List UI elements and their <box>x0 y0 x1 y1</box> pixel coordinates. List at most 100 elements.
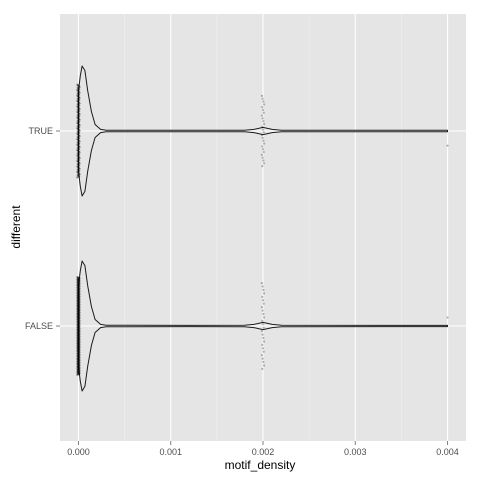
data-point <box>78 357 81 360</box>
data-point <box>261 97 264 100</box>
data-point <box>77 312 80 315</box>
data-point <box>77 169 80 172</box>
data-point <box>77 349 80 352</box>
data-point <box>76 170 79 173</box>
data-point <box>76 294 79 297</box>
data-point <box>76 89 79 92</box>
data-point <box>76 168 79 171</box>
data-point <box>77 348 80 351</box>
data-point <box>77 101 80 104</box>
data-point <box>76 154 79 157</box>
y-tick-label: TRUE <box>29 126 54 136</box>
data-point <box>77 354 80 357</box>
data-point <box>78 341 81 344</box>
data-point <box>77 295 80 298</box>
data-point <box>76 360 79 363</box>
violin-false <box>78 260 448 392</box>
data-point <box>76 146 79 149</box>
x-tick-label: 0.004 <box>436 447 459 457</box>
data-point <box>76 359 79 362</box>
data-point <box>262 131 265 134</box>
data-point <box>77 106 80 109</box>
data-point <box>261 125 264 128</box>
data-point <box>78 102 81 105</box>
data-point <box>77 311 80 314</box>
data-point <box>77 326 80 329</box>
data-point <box>76 323 79 326</box>
data-point <box>77 305 80 308</box>
data-point <box>78 320 81 323</box>
data-point <box>77 350 80 353</box>
data-point <box>78 319 81 322</box>
data-point <box>262 350 265 353</box>
data-point <box>77 120 80 123</box>
data-point <box>76 355 79 358</box>
data-point <box>76 325 79 328</box>
data-point <box>77 276 80 280</box>
data-point <box>77 284 80 288</box>
data-point <box>76 305 79 308</box>
data-point <box>77 96 80 99</box>
data-point <box>76 296 79 299</box>
data-point <box>262 150 265 154</box>
data-point <box>78 277 81 280</box>
data-point <box>78 362 81 365</box>
data-point <box>77 128 80 131</box>
data-point <box>76 281 79 284</box>
data-point <box>76 351 79 354</box>
data-point <box>77 292 80 295</box>
data-point <box>77 166 80 169</box>
data-point <box>77 160 80 163</box>
data-point <box>78 344 81 347</box>
data-point <box>77 158 80 161</box>
data-point <box>77 325 80 328</box>
x-tick-label: 0.002 <box>252 447 275 457</box>
data-point <box>260 94 264 97</box>
data-point <box>77 369 80 372</box>
data-point <box>77 89 80 93</box>
data-point <box>76 313 79 316</box>
data-point <box>76 113 79 117</box>
data-point <box>77 123 80 126</box>
data-point <box>261 367 264 370</box>
data-point <box>261 145 264 148</box>
data-point <box>76 306 79 309</box>
data-point <box>77 303 80 306</box>
data-point <box>76 94 79 97</box>
data-point <box>262 103 266 106</box>
y-axis-title: different <box>9 205 23 249</box>
data-point <box>78 358 81 362</box>
data-point <box>78 120 81 124</box>
data-point <box>77 366 80 369</box>
data-point <box>78 167 81 170</box>
data-point <box>76 354 79 357</box>
data-point <box>76 277 79 280</box>
data-point <box>78 88 81 91</box>
data-point <box>77 342 80 345</box>
data-point <box>77 368 80 371</box>
data-point <box>76 343 79 346</box>
data-point <box>76 157 79 160</box>
data-point <box>77 337 80 340</box>
data-point <box>78 286 81 289</box>
data-point <box>262 142 266 145</box>
data-point <box>446 316 449 319</box>
data-point <box>77 322 80 326</box>
data-point <box>78 343 81 346</box>
data-point <box>77 284 80 287</box>
data-point <box>77 314 80 318</box>
data-point <box>78 323 81 326</box>
data-point <box>76 336 79 339</box>
data-point <box>76 301 79 304</box>
data-point <box>78 315 81 318</box>
data-point <box>78 137 81 140</box>
data-point <box>78 153 81 156</box>
data-point <box>77 100 80 103</box>
data-point <box>76 97 79 100</box>
data-point <box>76 148 79 152</box>
data-point <box>77 351 80 355</box>
data-point <box>262 364 266 367</box>
data-point <box>77 292 80 295</box>
data-point <box>76 363 79 366</box>
data-point <box>78 306 81 309</box>
